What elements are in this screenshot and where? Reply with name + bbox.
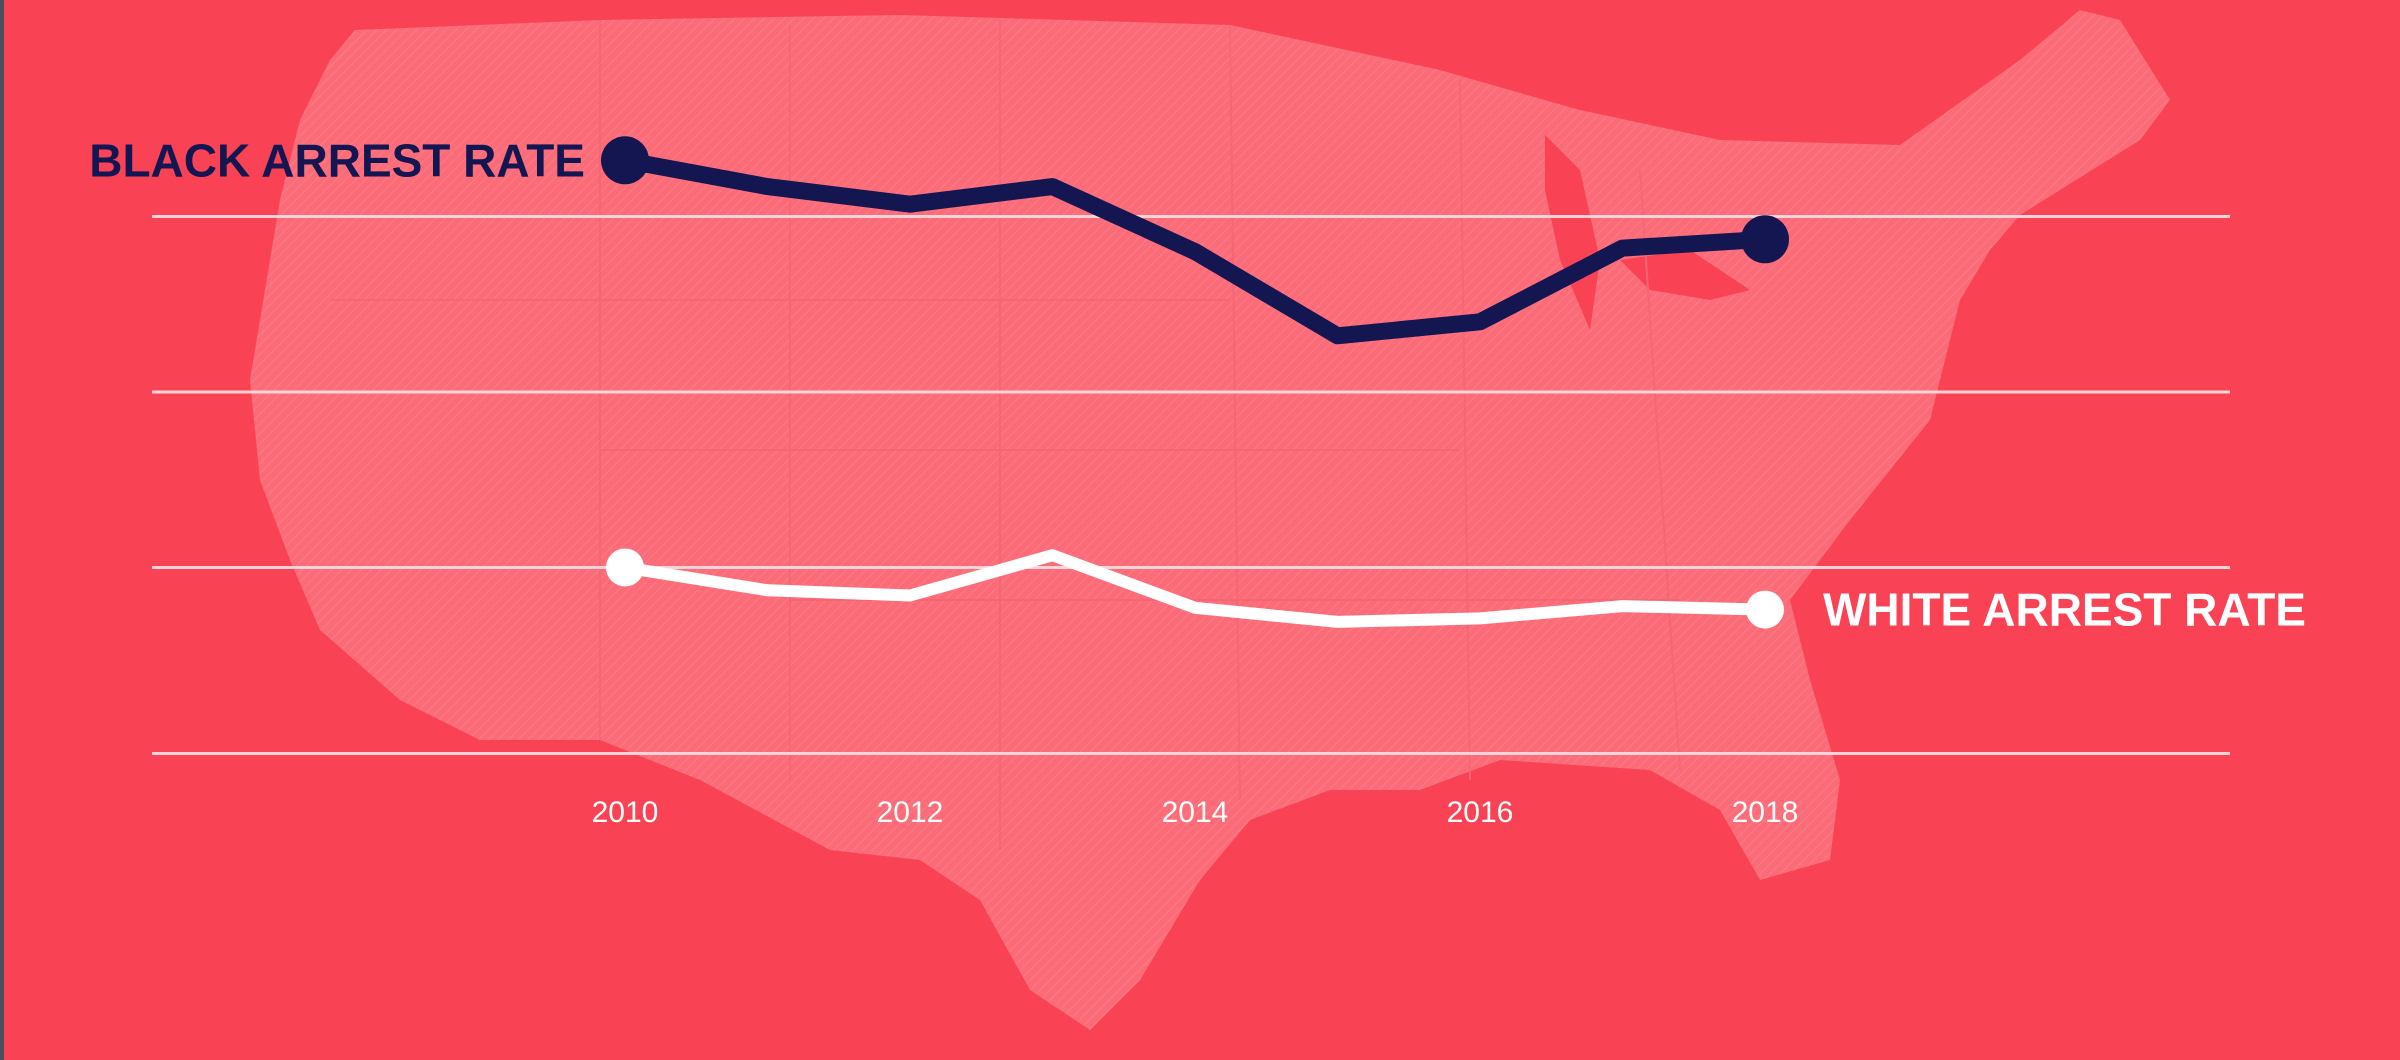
- white-arrest-rate-point-2018: [1746, 590, 1784, 629]
- white-arrest-rate-line: [619, 549, 1771, 628]
- x-tick-label: 2018: [1732, 796, 1799, 829]
- series-labels: BLACK ARREST RATE WHITE ARREST RATE: [89, 134, 2306, 635]
- white-arrest-rate-label: WHITE ARREST RATE: [1823, 584, 2306, 636]
- series-lines: [601, 136, 1789, 629]
- white-arrest-rate-point-2010: [606, 548, 644, 587]
- black-arrest-rate-line: [616, 151, 1774, 345]
- black-arrest-rate-point-2018: [1741, 215, 1789, 264]
- x-axis-ticks: 2010 2012 2014 2016 2018: [592, 796, 1799, 829]
- gridlines: [152, 214, 2230, 755]
- x-tick-label: 2010: [592, 796, 659, 829]
- x-tick-label: 2014: [1162, 796, 1229, 829]
- x-tick-label: 2016: [1447, 796, 1514, 829]
- x-tick-label: 2012: [877, 796, 944, 829]
- left-edge-bar: [0, 0, 4, 1060]
- black-arrest-rate-label: BLACK ARREST RATE: [89, 134, 585, 186]
- black-arrest-rate-point-2010: [601, 136, 649, 185]
